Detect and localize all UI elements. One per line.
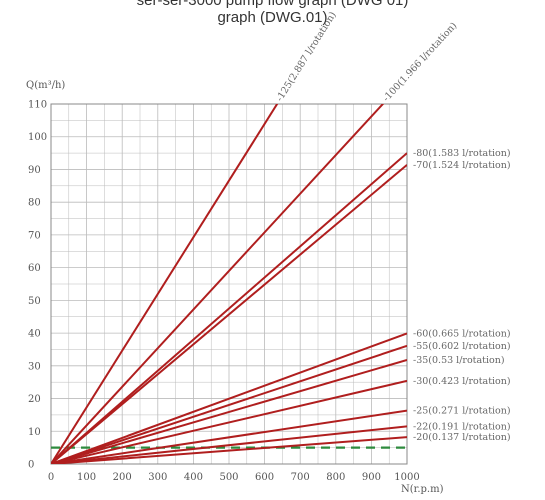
y-tick-label: 40 — [28, 329, 41, 340]
y-tick-label: 10 — [28, 427, 41, 438]
x-axis-label: N(r.p.m) — [401, 484, 444, 495]
series-label: -100(1.966 l/rotation) — [381, 20, 459, 104]
y-tick-label: 110 — [28, 100, 47, 111]
y-tick-label: 60 — [28, 263, 41, 274]
series-label: -20(0.137 l/rotation) — [413, 432, 511, 443]
x-tick-label: 700 — [291, 472, 310, 483]
y-tick-label: 80 — [28, 198, 41, 209]
series-line — [51, 332, 407, 464]
series-line — [51, 152, 407, 464]
series-line — [51, 436, 407, 464]
y-tick-label: 90 — [28, 165, 41, 176]
series-line — [51, 344, 407, 464]
chart-title-line-1: ser-ser-3000 pump flow graph (DWG 01) — [136, 0, 409, 9]
y-tick-label: 20 — [28, 394, 41, 405]
x-tick-label: 1000 — [394, 472, 419, 483]
chart-title-line-2: graph (DWG.01) — [217, 9, 328, 26]
x-tick-label: 200 — [113, 472, 132, 483]
y-tick-label: 70 — [28, 230, 41, 241]
series-label: -55(0.602 l/rotation) — [413, 341, 511, 352]
y-tick-label: 100 — [28, 132, 47, 143]
x-tick-label: 400 — [184, 472, 203, 483]
x-tick-label: 300 — [148, 472, 167, 483]
x-tick-label: 900 — [362, 472, 381, 483]
x-tick-label: 600 — [255, 472, 274, 483]
y-axis-label: Q(m³/h) — [26, 80, 65, 91]
series-label: -35(0.53 l/rotation) — [413, 355, 505, 366]
series-line — [51, 104, 385, 464]
series-line — [51, 379, 407, 464]
series-line — [51, 425, 407, 464]
y-tick-label: 0 — [28, 460, 34, 471]
series-line — [51, 104, 279, 464]
y-tick-label: 50 — [28, 296, 41, 307]
series-label: -30(0.423 l/rotation) — [413, 376, 511, 387]
x-tick-label: 800 — [326, 472, 345, 483]
plot-frame — [50, 103, 408, 465]
series-label: -70(1.524 l/rotation) — [413, 160, 511, 171]
series-label: -80(1.583 l/rotation) — [413, 148, 511, 159]
series-label: -22(0.191 l/rotation) — [413, 421, 511, 432]
series-line — [51, 358, 407, 464]
x-tick-label: 100 — [77, 472, 96, 483]
y-tick-label: 30 — [28, 361, 41, 372]
x-tick-label: 500 — [219, 472, 238, 483]
x-tick-label: 0 — [48, 472, 54, 483]
series-label: -125(2.887 l/rotation) — [274, 10, 338, 104]
series-label: -60(0.665 l/rotation) — [413, 328, 511, 339]
series-line — [51, 164, 407, 464]
series-line — [51, 409, 407, 464]
series-group — [51, 104, 407, 464]
series-label: -25(0.271 l/rotation) — [413, 406, 511, 417]
